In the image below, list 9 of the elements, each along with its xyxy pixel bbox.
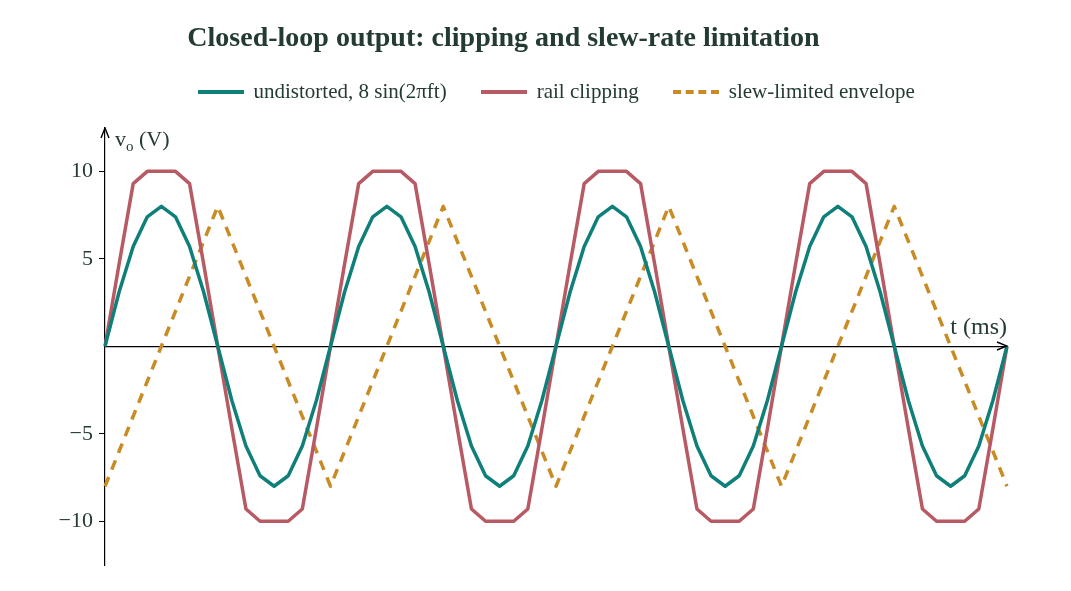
legend-label: rail clipping <box>536 79 639 105</box>
chart-title: Closed-loop output: clipping and slew-rate limitation <box>187 21 821 53</box>
y-tick-label: 5 <box>82 244 93 270</box>
y-tick-label: 10 <box>71 157 93 183</box>
y-tick-label: −5 <box>69 419 93 445</box>
legend-label: slew-limited envelope <box>728 79 915 105</box>
x-axis-title: t (ms) <box>950 313 1008 340</box>
y-tick-label: −10 <box>58 507 93 533</box>
legend-label: undistorted, 8 sin(2πft) <box>253 79 447 105</box>
